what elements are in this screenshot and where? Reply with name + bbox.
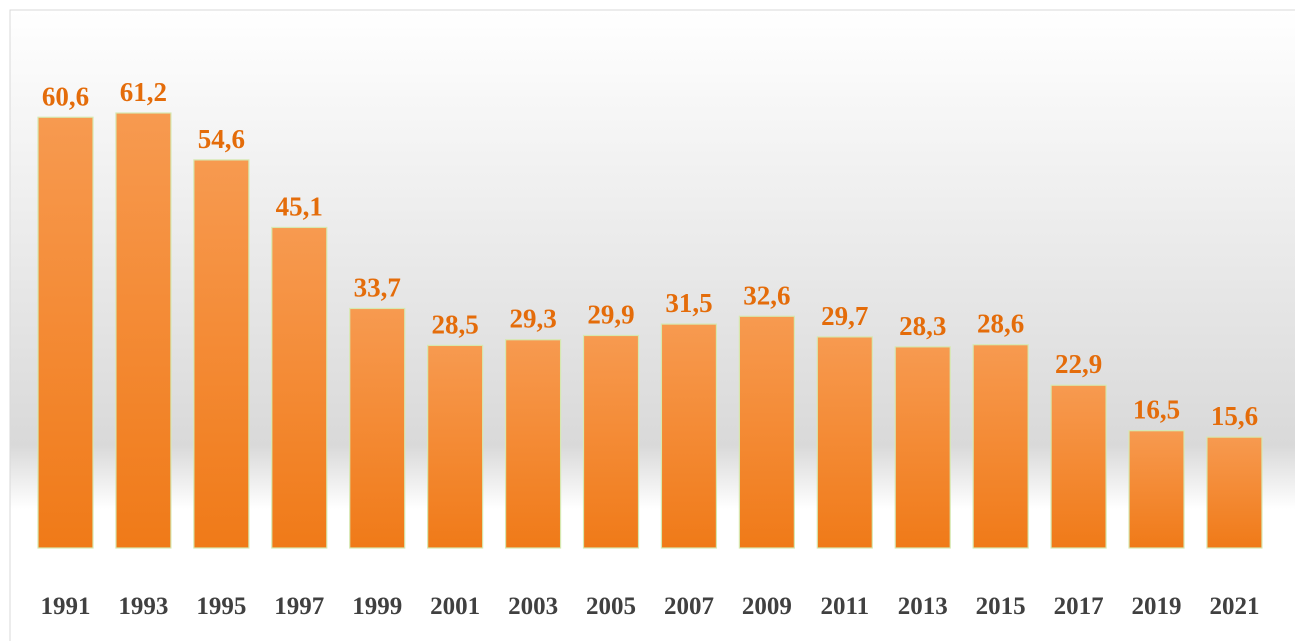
plot: 60,6 1991 61,2 1993 54,6 1995 45,1 1997 33,7 1999… [37, 77, 1263, 620]
data-label: 33,7 [354, 272, 401, 302]
data-label: 28,6 [977, 309, 1024, 339]
data-label: 16,5 [1133, 395, 1180, 425]
data-label: 31,5 [665, 288, 712, 318]
x-tick-label: 2017 [1054, 593, 1104, 620]
x-tick-label: 2005 [586, 593, 636, 620]
bar [738, 315, 795, 549]
data-label: 61,2 [120, 77, 167, 107]
x-tick-label: 2003 [508, 593, 558, 620]
bar [1050, 384, 1107, 549]
data-label: 45,1 [276, 191, 323, 221]
data-label: 29,9 [587, 299, 634, 329]
bar [1206, 436, 1263, 549]
data-label: 28,3 [899, 311, 946, 341]
bar [972, 344, 1029, 549]
bar [271, 226, 328, 549]
bar [427, 344, 484, 549]
x-tick-label: 2015 [976, 593, 1026, 620]
x-tick-label: 1991 [41, 593, 91, 620]
data-label: 22,9 [1055, 349, 1102, 379]
data-label: 32,6 [743, 280, 790, 310]
x-tick-label: 2001 [430, 593, 480, 620]
bar [115, 112, 172, 549]
bar [660, 323, 718, 549]
x-tick-label: 2011 [820, 593, 869, 620]
x-tick-label: 2013 [898, 593, 948, 620]
bar [37, 116, 94, 549]
bar [894, 346, 951, 549]
bar [504, 339, 562, 549]
data-label: 28,5 [432, 309, 479, 339]
bar [349, 307, 406, 549]
x-tick-label: 2007 [664, 593, 714, 620]
x-tick-label: 1993 [118, 593, 168, 620]
x-tick-label: 2021 [1209, 593, 1259, 620]
data-label: 60,6 [42, 81, 89, 111]
bar [193, 159, 250, 549]
x-tick-label: 2019 [1132, 593, 1182, 620]
data-label: 15,6 [1211, 401, 1258, 431]
bar [816, 336, 873, 549]
data-label: 54,6 [198, 124, 245, 154]
x-tick-label: 1995 [196, 593, 246, 620]
x-tick-label: 1999 [352, 593, 402, 620]
bar [582, 334, 640, 549]
x-tick-label: 1997 [274, 593, 324, 620]
data-label: 29,3 [509, 304, 556, 334]
data-label: 29,7 [821, 301, 868, 331]
bar [1128, 430, 1185, 549]
x-tick-label: 2009 [742, 593, 792, 620]
